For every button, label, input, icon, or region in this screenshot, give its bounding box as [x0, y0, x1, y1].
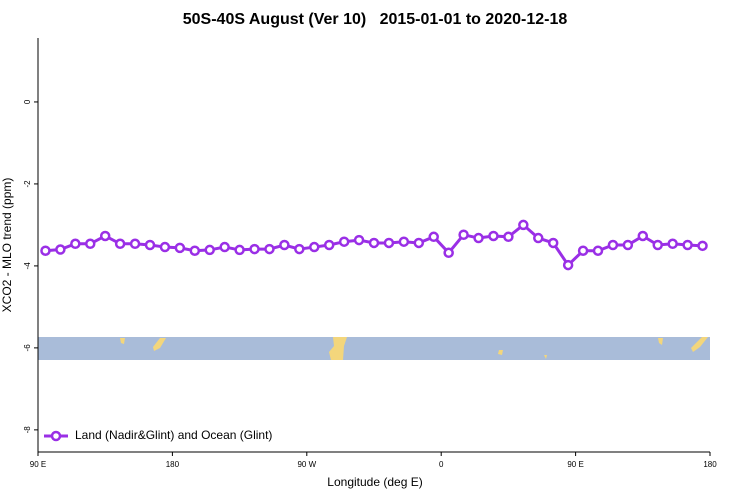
point — [159, 241, 171, 253]
point — [637, 230, 649, 242]
point — [85, 238, 96, 250]
point — [114, 238, 126, 250]
land-ocean-strip — [38, 337, 710, 360]
x-tick-label: 90 E — [30, 460, 46, 469]
point — [99, 230, 111, 242]
point — [368, 237, 380, 249]
chart-title: 50S-40S August (Ver 10) 2015-01-01 to 20… — [183, 11, 568, 28]
land — [498, 350, 503, 355]
x-tick-label: 90 W — [297, 460, 316, 469]
point — [144, 239, 156, 251]
land — [658, 338, 663, 345]
x-tick-label: 180 — [703, 460, 717, 469]
land — [329, 337, 347, 360]
point — [607, 239, 619, 251]
point — [264, 243, 275, 255]
point — [562, 259, 574, 271]
point — [667, 238, 678, 250]
point — [204, 244, 215, 256]
x-axis-label: Longitude (deg E) — [327, 475, 422, 489]
land — [691, 337, 708, 352]
point — [697, 240, 708, 252]
point — [428, 231, 439, 243]
point — [279, 239, 290, 251]
y-tick-label: -2 — [23, 180, 32, 188]
x-tick-label: 0 — [439, 460, 444, 469]
point — [383, 237, 395, 249]
point — [413, 237, 425, 249]
point — [473, 232, 484, 244]
point — [40, 245, 51, 256]
y-tick-label: 0 — [23, 99, 32, 104]
point — [219, 241, 230, 253]
point — [682, 239, 693, 251]
point — [577, 245, 589, 256]
land — [544, 355, 547, 359]
point — [533, 232, 544, 244]
point — [309, 241, 320, 253]
y-tick-label: -6 — [23, 344, 32, 352]
point — [234, 244, 245, 256]
point — [338, 236, 350, 247]
land — [120, 338, 125, 344]
land — [153, 338, 166, 351]
y-tick-label: -4 — [23, 262, 32, 270]
point — [547, 237, 559, 249]
point — [249, 243, 260, 255]
x-tick-label: 90 E — [567, 460, 583, 469]
point — [353, 234, 365, 246]
point — [488, 230, 499, 242]
point — [323, 239, 335, 251]
point — [55, 244, 66, 255]
point — [622, 239, 634, 251]
point — [174, 242, 186, 254]
point — [398, 236, 410, 247]
y-tick-label: -8 — [23, 426, 32, 434]
point — [458, 229, 469, 241]
point — [652, 239, 663, 251]
x-tick-label: 180 — [166, 460, 180, 469]
point — [443, 247, 454, 259]
point — [129, 238, 141, 250]
legend-marker — [50, 430, 62, 442]
legend-label: Land (Nadir&Glint) and Ocean (Glint) — [75, 428, 272, 442]
point — [70, 238, 81, 250]
point — [503, 231, 514, 243]
point — [189, 245, 201, 256]
point — [294, 243, 305, 255]
y-axis-label: XCO2 - MLO trend (ppm) — [0, 178, 14, 313]
point — [518, 219, 529, 231]
ocean-band — [38, 337, 710, 360]
point — [592, 245, 604, 256]
